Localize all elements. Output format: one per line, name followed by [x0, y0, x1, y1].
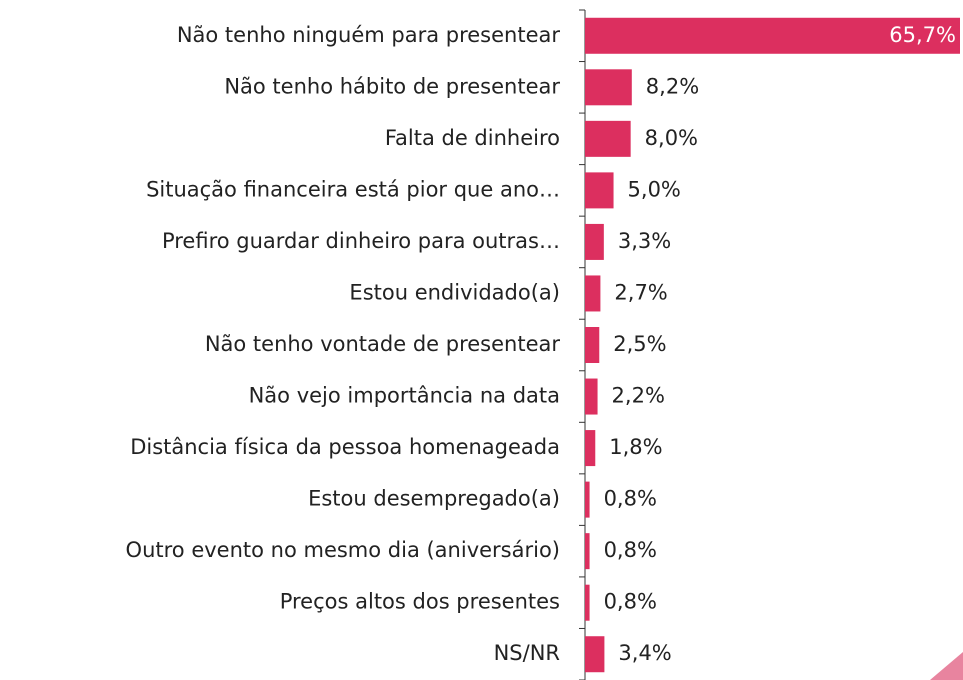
category-label: Não tenho vontade de presentear	[205, 332, 561, 356]
bar	[585, 120, 631, 157]
category-label: Outro evento no mesmo dia (aniversário)	[126, 538, 560, 562]
value-label: 2,7%	[614, 280, 667, 304]
value-label: 2,5%	[613, 332, 666, 356]
value-label: 0,8%	[604, 487, 657, 511]
category-label: Falta de dinheiro	[385, 126, 560, 150]
value-label: 5,0%	[628, 177, 681, 201]
bar	[585, 275, 601, 312]
value-label: 8,0%	[645, 126, 698, 150]
category-label: Não tenho hábito de presentear	[224, 74, 560, 98]
bar	[585, 378, 598, 415]
bar	[585, 533, 590, 570]
category-label: Não tenho ninguém para presentear	[177, 23, 561, 47]
category-label: Situação financeira está pior que ano…	[146, 177, 560, 201]
value-label: 1,8%	[609, 435, 662, 459]
category-label: Preços altos dos presentes	[280, 590, 560, 614]
bar	[585, 481, 590, 518]
value-label: 8,2%	[646, 74, 699, 98]
bar	[585, 584, 590, 621]
bar	[585, 430, 596, 467]
bar	[585, 327, 600, 363]
value-label: 3,3%	[618, 229, 671, 253]
category-label: Prefiro guardar dinheiro para outras…	[162, 229, 560, 253]
bar	[585, 17, 960, 54]
bar	[585, 172, 614, 209]
category-label: Não vejo importância na data	[249, 384, 560, 408]
bar	[585, 223, 604, 260]
value-label: 3,4%	[618, 641, 671, 665]
bar	[585, 69, 632, 106]
category-label: Estou desempregado(a)	[308, 487, 560, 511]
bar	[585, 636, 605, 673]
value-label: 0,8%	[604, 590, 657, 614]
value-label: 0,8%	[604, 538, 657, 562]
value-label: 65,7%	[889, 23, 956, 47]
value-label: 2,2%	[612, 384, 665, 408]
category-label: NS/NR	[494, 641, 560, 665]
category-label: Estou endividado(a)	[349, 280, 560, 304]
category-label: Distância física da pessoa homenageada	[130, 435, 560, 459]
corner-decoration	[930, 652, 963, 680]
